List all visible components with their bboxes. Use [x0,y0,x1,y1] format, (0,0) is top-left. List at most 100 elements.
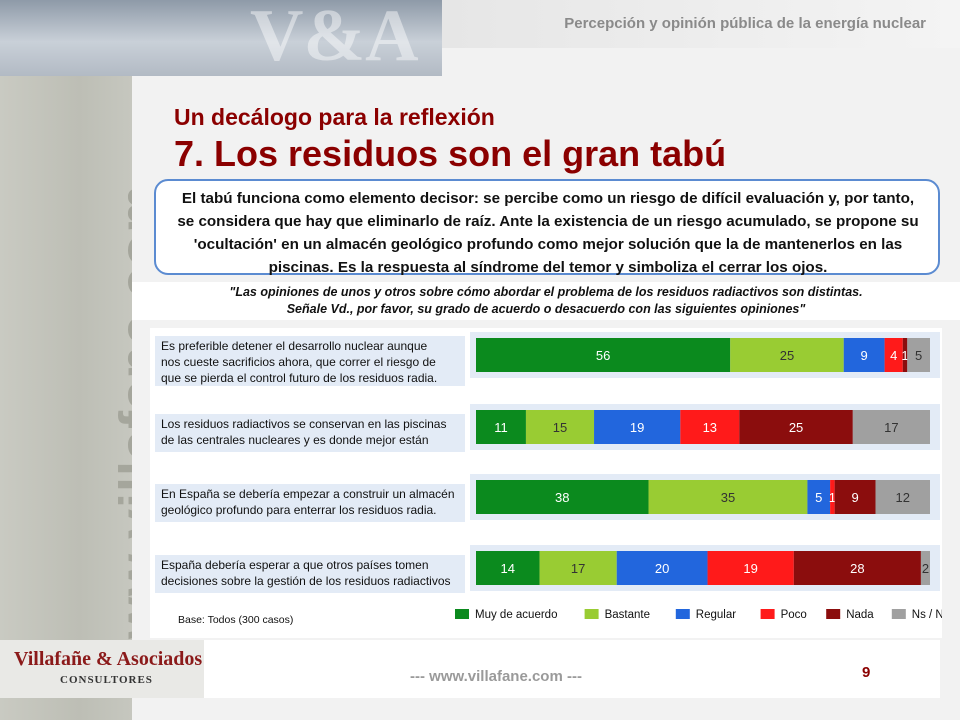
bar-segment [830,480,835,514]
chart-panel: Es preferible detener el desarrollo nucl… [150,328,942,638]
data-label: 19 [630,420,644,435]
bar-segment [476,480,649,514]
footer-url: --- www.villafane.com --- [410,668,582,685]
bar-segment [907,338,930,372]
legend-label: Ns / Nc [912,609,942,621]
legend-label: Nada [846,609,874,621]
legend-swatch [584,609,599,619]
data-label: 38 [555,490,569,505]
legend-label: Regular [696,609,736,621]
header-banner-image: V&A [0,0,442,76]
data-label: 1 [829,490,836,505]
vertical-url-container: www.villafane.com [52,162,132,682]
data-label: 5 [915,348,922,363]
data-label: 56 [596,348,610,363]
data-label: 4 [890,348,897,363]
sidebar-band: www.villafane.com [0,76,132,720]
question-line: Señale Vd., por favor, su grado de acuer… [286,302,806,316]
header-title: Percepción y opinión pública de la energ… [564,15,926,32]
data-label: 35 [721,490,735,505]
footer-area [204,640,940,698]
bar-segment [875,480,930,514]
bar-segment [739,410,853,444]
intro-line: 'ocultación' en un almacén geológico pro… [193,236,903,253]
bar-segment [707,551,794,585]
data-label: 17 [884,420,898,435]
bar-segment [807,480,831,514]
intro-box: El tabú funciona como elemento decisor: … [154,179,940,276]
logo-tagline: CONSULTORES [60,674,153,686]
bar-segment [920,551,930,585]
row-label-box [155,484,465,522]
bar-segment [852,410,930,444]
data-label: 13 [703,420,717,435]
page-number: 9 [862,664,871,681]
data-label: 9 [851,490,858,505]
logo-name: Villafañe & Asociados [14,648,203,670]
bar-segment [616,551,708,585]
category-label: En España se debería empezar a construir… [161,487,455,501]
bar-segment [539,551,617,585]
data-label: 1 [901,348,908,363]
category-label: Es preferible detener el desarrollo nucl… [161,339,427,353]
stacked-bar-chart: Es preferible detener el desarrollo nucl… [155,332,942,621]
legend-swatch [455,609,469,619]
bar-segment [730,338,844,372]
data-label: 11 [494,420,508,435]
bar-segment [525,410,595,444]
category-label: decisiones sobre la gestión de los resid… [161,574,451,588]
intro-line: se considera que hay que eliminarlo de r… [177,213,919,230]
data-label: 28 [850,561,864,576]
data-label: 20 [655,561,669,576]
legend-label: Muy de acuerdo [475,609,557,621]
bar-segment [843,338,885,372]
category-label: nos cueste sacrificios ahora, que correr… [161,355,436,369]
data-label: 25 [789,420,803,435]
data-label: 15 [553,420,567,435]
intro-line: piscinas. Es la respuesta al síndrome de… [268,259,828,276]
question-line: "Las opiniones de unos y otros sobre cóm… [229,285,863,299]
legend-label: Bastante [605,609,650,621]
bar-segment [476,410,526,444]
legend-swatch [891,609,906,619]
bar-segment [476,551,540,585]
legend-swatch [760,609,775,619]
legend-swatch [826,609,841,619]
data-label: 5 [815,490,822,505]
category-label: España debería esperar a que otros paíse… [161,558,429,572]
bar-segment [594,410,681,444]
data-label: 25 [780,348,794,363]
intro-text: El tabú funciona como elemento decisor: … [166,187,930,279]
intro-line: El tabú funciona como elemento decisor: … [181,190,915,207]
company-logo: Villafañe & Asociados CONSULTORES [0,640,204,698]
bar-segment [476,338,731,372]
category-label: geológico profundo para enterrar los res… [161,503,437,517]
row-label-box [155,555,465,593]
legend-label: Poco [781,609,807,621]
question-text: "Las opiniones de unos y otros sobre cóm… [132,284,960,318]
data-label: 2 [922,561,929,576]
category-label: que se pierda el control futuro de los r… [161,371,437,385]
bar-segment [648,480,808,514]
data-label: 12 [896,490,910,505]
data-label: 17 [571,561,585,576]
bar-segment [680,410,740,444]
bar-segment [793,551,921,585]
legend-swatch [675,609,690,619]
bar-segment [884,338,903,372]
slide-title: 7. Los residuos son el gran tabú [174,133,727,174]
bar-segment [902,338,908,372]
vertical-url-text: www.villafane.com [109,183,132,682]
slide-subtitle: Un decálogo para la reflexión [174,104,495,130]
data-label: 19 [743,561,757,576]
row-label-box [155,414,465,452]
bar-segment [834,480,876,514]
banner-watermark: V&A [250,0,419,76]
base-note: Base: Todos (300 casos) [178,614,294,626]
category-label: Los residuos radiactivos se conservan en… [161,417,446,431]
header-bar: Percepción y opinión pública de la energ… [442,0,960,48]
data-label: 9 [861,348,868,363]
data-label: 14 [501,561,515,576]
category-label: de las centrales nucleares y es donde me… [161,433,429,447]
